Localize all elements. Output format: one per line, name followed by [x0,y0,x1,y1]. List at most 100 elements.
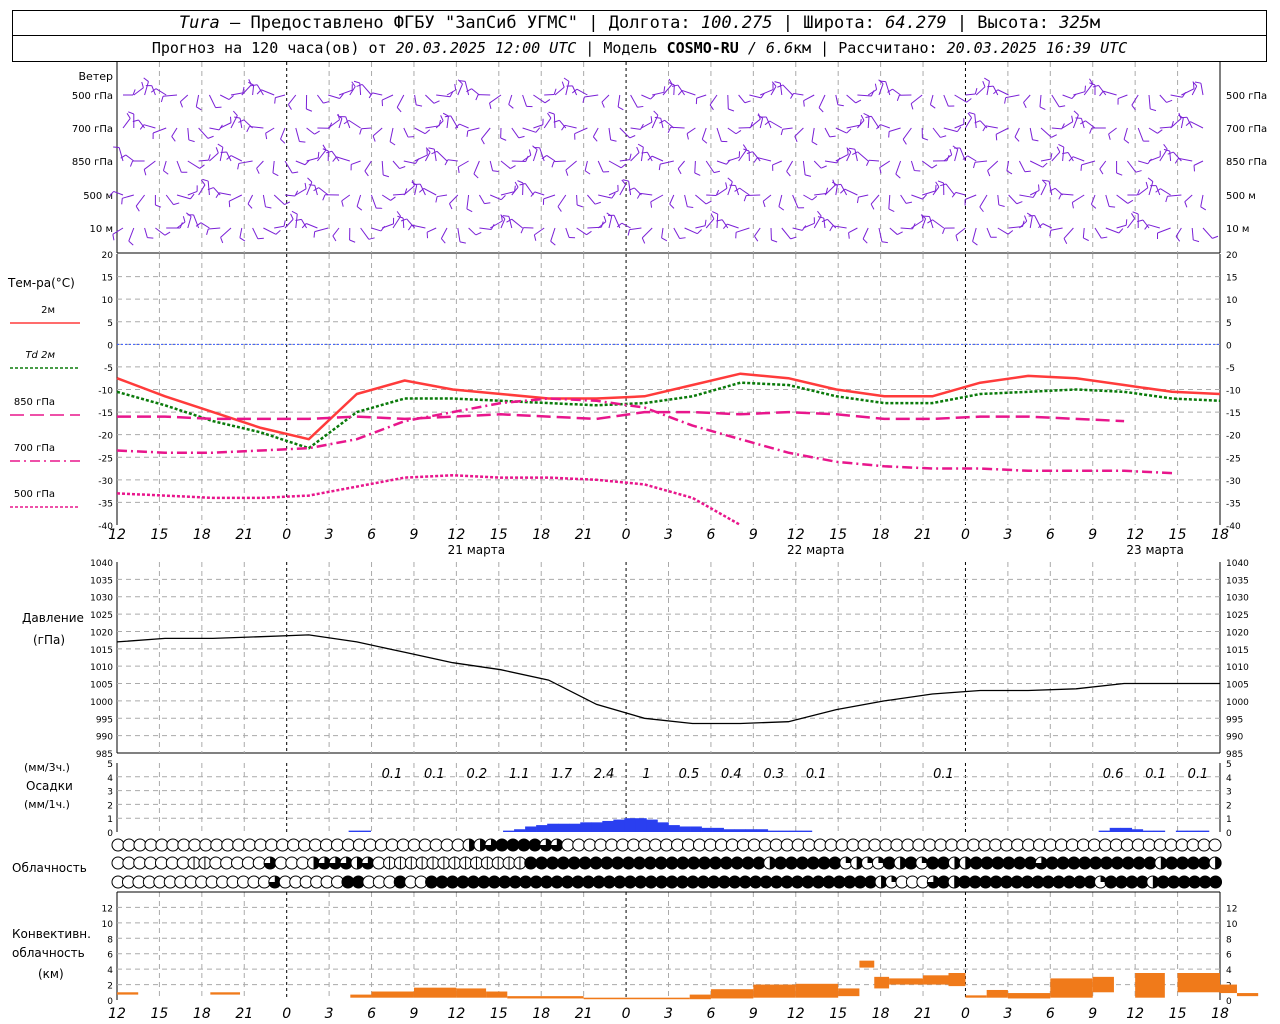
cloud-fill [624,876,637,888]
wind-barb-feather [109,191,115,197]
y-tick-label-right: 1035 [1226,576,1249,586]
wind-barb [1123,127,1128,140]
wind-barb [522,127,537,133]
cloud-fill [676,857,689,869]
y-tick-label-right: 1000 [1226,698,1249,708]
wind-barb-feather [852,151,858,156]
wind-barb [256,160,264,169]
wind-barb-feather [650,201,653,208]
wind-barb [651,155,664,162]
time-tick-label-bottom: 0 [622,1006,631,1022]
wind-barb-feather [561,81,565,88]
wind-barb [617,94,621,107]
wind-barb [479,227,492,230]
wind-barb [1148,127,1158,134]
wind-barb [533,124,544,129]
wind-barb [572,85,578,96]
wind-barb-feather [1016,201,1023,205]
wind-barb [597,160,604,173]
cloud-symbol [901,838,915,852]
wind-barb-feather [466,88,472,93]
y-tick-label-right: -15 [1226,409,1241,419]
wind-barb [459,123,469,129]
wind-barb-feather [825,187,829,194]
y-tick-label-right: 20 [1226,251,1238,261]
wind-barb [835,185,838,196]
cloud-fill [633,857,646,869]
wind-barb [857,151,869,162]
y-tick-label-left: 1025 [90,611,113,621]
precip-3h-label: 1.7 [551,767,572,782]
wind-barb [349,86,356,96]
cloud-fill [698,857,711,869]
wind-barb-feather [778,206,785,211]
cloud-symbol [758,838,772,852]
wind-barb-feather [727,177,733,183]
precip-bar [525,826,537,832]
wind-barb [1159,148,1168,162]
wind-title: Ветер [79,70,113,83]
wind-barb [880,124,890,129]
wind-barb-feather [1080,120,1086,125]
wind-barb-feather [226,155,232,160]
computed-label: Рассчитано: [838,39,938,57]
time-tick-label: 0 [622,527,631,543]
alt-value: 325 [1059,13,1090,33]
cloud-symbol [725,838,739,852]
cloud-fill [603,876,616,888]
wind-barb [396,94,405,108]
wind-level-label: 500 м [83,191,113,202]
wind-barb [466,194,470,209]
wind-barb-feather [627,229,631,236]
cloud-fill [828,857,841,869]
wind-barb-feather [217,143,224,148]
wind-barb [284,160,293,174]
wind-barb [543,117,552,129]
y-tick-label-left: -30 [98,477,113,487]
time-tick-label: 6 [706,527,715,543]
cloud-fill [965,857,972,869]
cloud-symbol [616,838,630,852]
time-tick-label-bottom: 3 [1003,1006,1012,1022]
wind-barb [1170,118,1182,129]
wind-barb [1160,188,1171,196]
wind-barb [155,227,166,236]
wind-barb-feather [500,214,506,220]
wind-barb [288,94,297,105]
wind-barb [827,219,837,229]
wind-barb-feather [620,163,627,169]
cloud-fill [1024,857,1037,869]
wind-barb-feather [551,161,555,168]
wind-barb-feather [956,126,962,132]
wind-barb-feather [1091,203,1097,209]
cloud-fill [707,876,720,888]
cloud-fill [524,857,537,869]
wind-barb-feather [987,170,991,177]
wind-barb-feather [265,206,272,209]
wind-barb-feather [322,144,327,151]
wind-barb-feather [984,77,990,82]
cloud-fill [686,876,699,888]
cloud-fill [801,876,814,888]
wind-barb [621,222,631,229]
wind-barb [265,127,275,134]
wind-barb [295,214,298,229]
wind-barb [1116,224,1127,229]
wind-barb [1181,88,1195,96]
wind-barb [122,118,131,129]
cloud-fill [546,857,559,869]
time-tick-label-bottom: 0 [961,1006,970,1022]
precip-bar [800,830,813,832]
y-tick-label-right: -25 [1226,454,1241,464]
cloud-symbol [165,856,179,870]
cloud-fill [611,857,624,869]
precip-bar [1131,829,1144,832]
wind-barb-feather [582,96,585,103]
cloud-fill [361,857,374,870]
wind-barb-feather [301,223,307,229]
precip-bar [1142,830,1155,832]
wind-barb [489,220,503,229]
wind-barb-feather [895,173,901,179]
wind-barb-feather [701,138,708,144]
cloud-fill [807,857,820,869]
